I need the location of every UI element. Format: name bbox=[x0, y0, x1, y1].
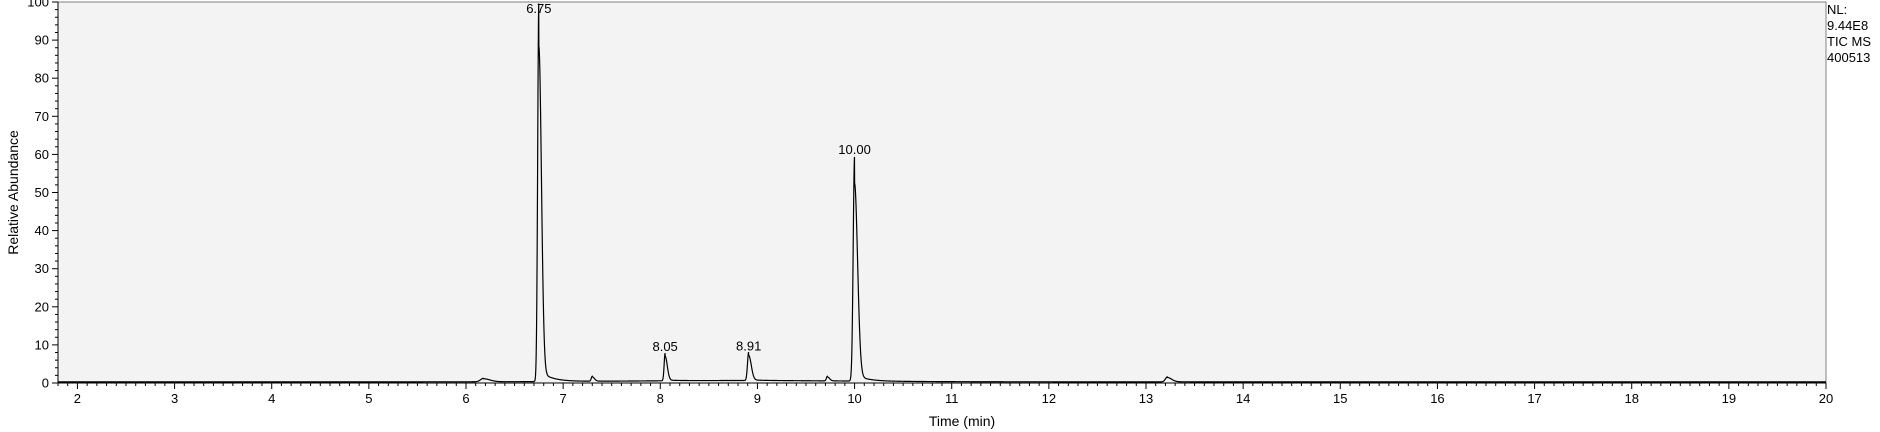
peak-label: 8.05 bbox=[652, 339, 677, 354]
x-tick-label: 3 bbox=[171, 391, 178, 406]
plot-area bbox=[57, 1, 1827, 384]
x-tick-label: 8 bbox=[657, 391, 664, 406]
y-tick-label: 50 bbox=[35, 185, 49, 200]
normalization-info: NL: 9.44E8 TIC MS 400513 bbox=[1827, 2, 1871, 66]
x-tick-label: 2 bbox=[74, 391, 81, 406]
nl-value: 9.44E8 bbox=[1827, 18, 1869, 33]
y-axis-label: Relative Abundance bbox=[5, 130, 21, 255]
axis-ticks: 2 3 4 5 6 7 8 9 10 11 12 13 14 15 16 17 18 19 20 0 10 20 30 40 5… bbox=[27, 0, 1833, 406]
peak-label: 8.91 bbox=[736, 338, 761, 353]
x-tick-label: 13 bbox=[1139, 391, 1153, 406]
x-tick-label: 5 bbox=[365, 391, 372, 406]
x-tick-label: 4 bbox=[268, 391, 275, 406]
x-tick-label: 11 bbox=[945, 391, 959, 406]
y-tick-label: 60 bbox=[35, 147, 49, 162]
y-tick-label: 100 bbox=[27, 0, 49, 10]
peak-labels: 6.75 8.05 8.91 10.00 bbox=[526, 1, 871, 354]
x-tick-label: 9 bbox=[754, 391, 761, 406]
tic-trace-line bbox=[58, 3, 1826, 383]
x-tick-label: 7 bbox=[560, 391, 567, 406]
nl-label: NL: bbox=[1827, 2, 1848, 17]
x-tick-label: 17 bbox=[1527, 391, 1541, 406]
x-axis-label: Time (min) bbox=[929, 413, 995, 429]
y-tick-label: 70 bbox=[35, 109, 49, 124]
x-tick-label: 12 bbox=[1042, 391, 1056, 406]
y-tick-label: 10 bbox=[35, 337, 49, 352]
x-tick-label: 16 bbox=[1430, 391, 1444, 406]
x-tick-label: 18 bbox=[1624, 391, 1638, 406]
trace-type: TIC MS bbox=[1827, 34, 1872, 49]
x-tick-label: 19 bbox=[1722, 391, 1736, 406]
peak-label: 10.00 bbox=[838, 142, 871, 157]
y-tick-label: 20 bbox=[35, 299, 49, 314]
x-tick-label: 20 bbox=[1819, 391, 1833, 406]
y-tick-label: 0 bbox=[42, 376, 49, 391]
x-tick-label: 14 bbox=[1236, 391, 1250, 406]
y-tick-label: 40 bbox=[35, 223, 49, 238]
y-tick-label: 90 bbox=[35, 33, 49, 48]
x-tick-label: 10 bbox=[847, 391, 861, 406]
x-tick-label: 6 bbox=[462, 391, 469, 406]
y-tick-label: 80 bbox=[35, 71, 49, 86]
y-tick-label: 30 bbox=[35, 261, 49, 276]
peak-label: 6.75 bbox=[526, 1, 551, 16]
file-name: 400513 bbox=[1827, 50, 1871, 65]
x-tick-label: 15 bbox=[1333, 391, 1347, 406]
